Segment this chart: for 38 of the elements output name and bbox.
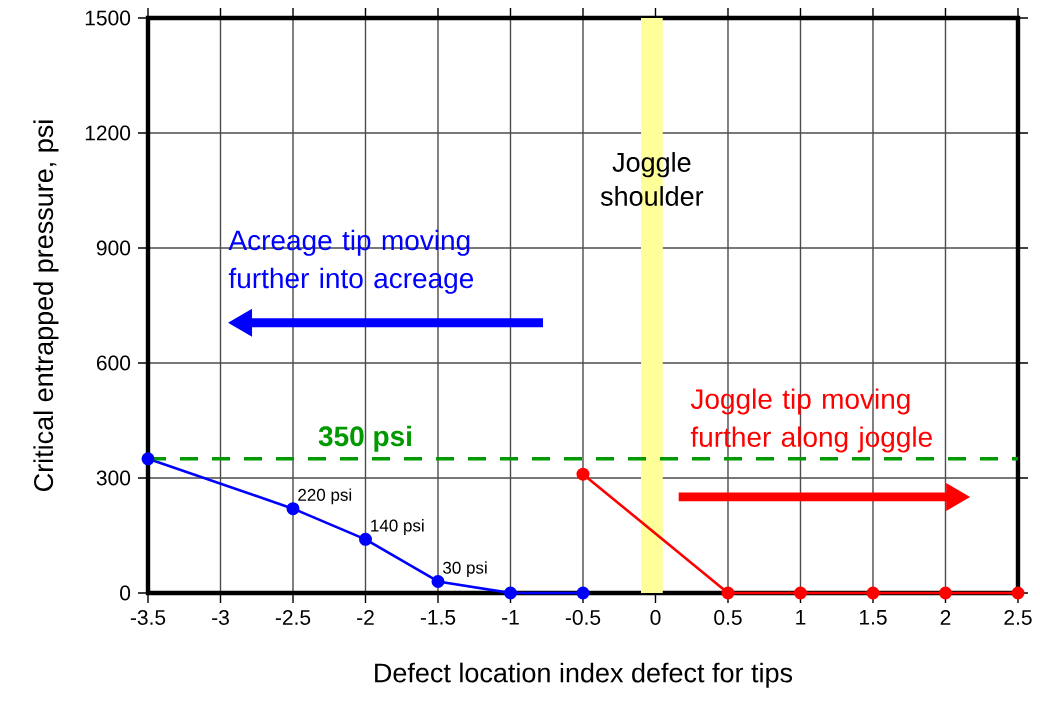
point (576, 467, 590, 481)
data-label: 220 psi (298, 488, 352, 505)
x-tick-label: -1 (502, 610, 519, 625)
x-tick-label: 2.5 (1004, 610, 1032, 625)
point (286, 502, 300, 516)
x-tick-label: -1.5 (420, 610, 456, 625)
x-tick-label: -2.5 (275, 610, 311, 625)
x-tick-label: -0.5 (565, 610, 601, 625)
data-label: 30 psi (443, 561, 487, 578)
point (141, 452, 155, 466)
x-tick-label: 1.5 (859, 610, 887, 625)
x-tick-label: 0.5 (714, 610, 742, 625)
y-tick-label: 600 (96, 355, 131, 371)
point (721, 586, 735, 600)
x-axis-title: Defect location index defect for tips (375, 662, 793, 688)
y-tick-label: 300 (96, 470, 131, 486)
band-label: Joggle shoulder (600, 152, 704, 206)
x-tick-label: 0 (650, 610, 661, 625)
point (431, 574, 445, 588)
point (359, 532, 372, 546)
y-tick-label: 1500 (85, 10, 131, 26)
y-tick-label: 900 (96, 240, 131, 256)
x-tick-label: -3.5 (130, 610, 166, 625)
data-label: 140 psi (371, 519, 424, 535)
point (793, 586, 807, 600)
x-tick-label: 1 (796, 610, 806, 625)
y-tick-label: 1200 (85, 125, 131, 141)
point (1011, 586, 1025, 600)
point (504, 586, 517, 600)
x-tick-label: -3 (212, 610, 229, 625)
x-tick-label: -2 (357, 610, 374, 625)
point (576, 586, 590, 600)
point (938, 586, 952, 600)
x-tick-label: 2 (940, 610, 951, 625)
y-tick-label: 0 (120, 585, 131, 601)
point (866, 586, 880, 600)
ref-line-label: 350 psi (318, 425, 411, 452)
y-axis-title: Critical entrapped pressure, psi (33, 120, 59, 491)
